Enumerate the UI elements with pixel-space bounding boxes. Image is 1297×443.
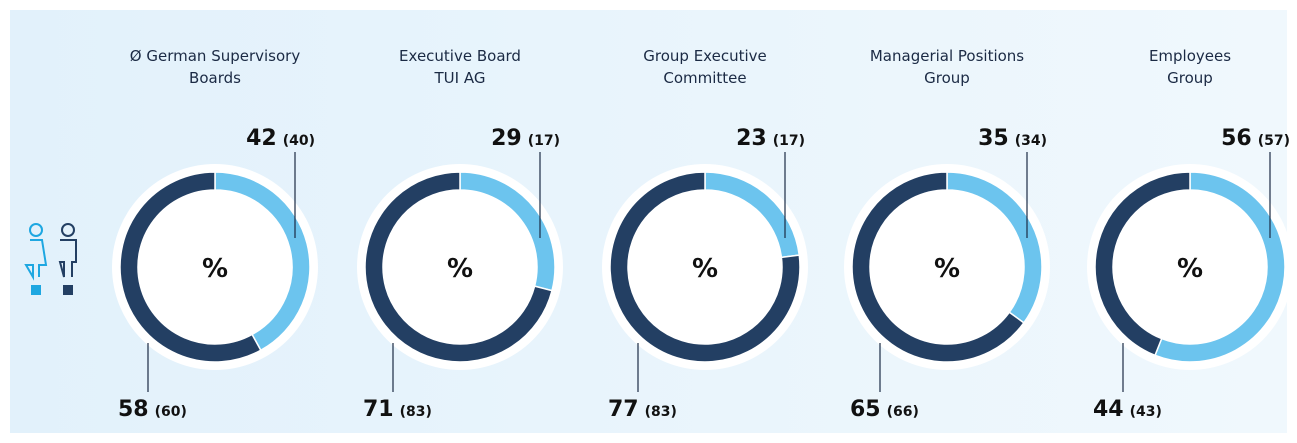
- value-label: 65 (66): [850, 397, 919, 422]
- center-label: %: [447, 254, 473, 284]
- value: 58: [118, 397, 149, 422]
- prior-value: (66): [887, 404, 919, 420]
- halo: [112, 164, 318, 370]
- chart-title: Ø German Supervisory Boards: [129, 47, 301, 87]
- value-label: 56 (57): [1221, 126, 1290, 151]
- prior-value: (17): [528, 133, 560, 149]
- center-label: %: [934, 254, 960, 284]
- value: 71: [363, 397, 394, 422]
- value: 23: [736, 126, 767, 151]
- donut-segment: [364, 171, 553, 363]
- donut-segment: [1094, 171, 1191, 357]
- value: 56: [1221, 126, 1252, 151]
- legend-icons: [24, 223, 77, 295]
- value-label: 71 (83): [363, 397, 432, 422]
- halo: [1087, 164, 1293, 370]
- value: 65: [850, 397, 881, 422]
- prior-value: (43): [1130, 404, 1162, 420]
- halo: [602, 164, 808, 370]
- prior-value: (17): [773, 133, 805, 149]
- value: 42: [246, 126, 277, 151]
- donut-segment: [119, 171, 262, 363]
- center-label: %: [1177, 254, 1203, 284]
- prior-value: (83): [645, 404, 677, 420]
- value: 77: [608, 397, 639, 422]
- chart-title: Executive Board TUI AG: [399, 47, 521, 87]
- halo: [844, 164, 1050, 370]
- donut-segment: [609, 171, 801, 363]
- prior-value: (57): [1258, 133, 1290, 149]
- donut-segment: [851, 171, 1025, 363]
- value-label: 44 (43): [1093, 397, 1162, 422]
- value-label: 77 (83): [608, 397, 677, 422]
- prior-value: (40): [283, 133, 315, 149]
- value: 44: [1093, 397, 1124, 422]
- prior-value: (34): [1015, 133, 1047, 149]
- chart-title: Employees Group: [1148, 47, 1232, 87]
- value-label: 29 (17): [491, 126, 560, 151]
- value: 35: [978, 126, 1009, 151]
- prior-value: (60): [155, 404, 187, 420]
- value-label: 35 (34): [978, 126, 1047, 151]
- chart-title: Group Executive Committee: [643, 47, 767, 87]
- center-label: %: [202, 254, 228, 284]
- chart-title: Managerial Positions Group: [869, 47, 1025, 87]
- prior-value: (83): [400, 404, 432, 420]
- center-label: %: [692, 254, 718, 284]
- halo: [357, 164, 563, 370]
- value: 29: [491, 126, 522, 151]
- value-label: 23 (17): [736, 126, 805, 151]
- value-label: 42 (40): [246, 126, 315, 151]
- value-label: 58 (60): [118, 397, 187, 422]
